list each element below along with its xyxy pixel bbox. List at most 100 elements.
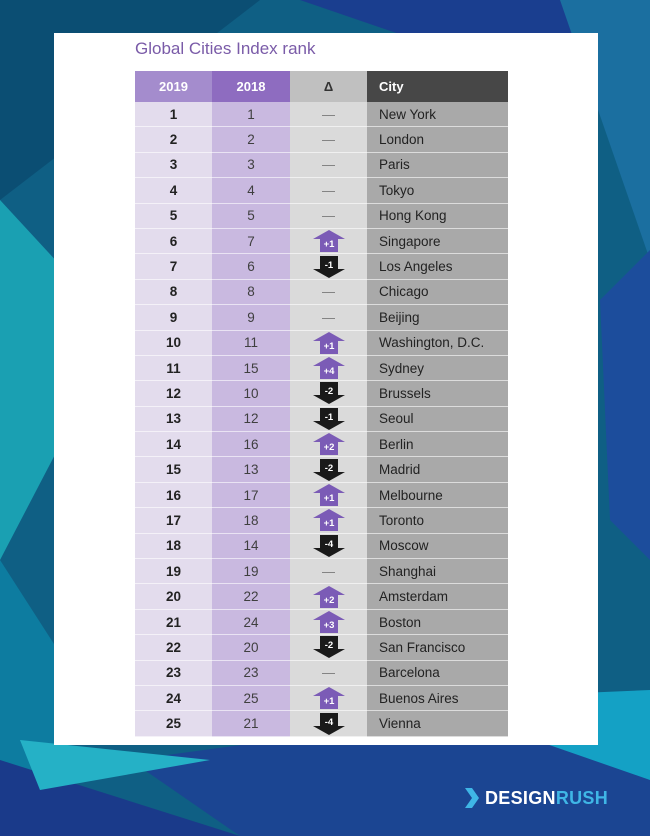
rank-2019-cell: 17 <box>135 508 212 534</box>
rank-2019-cell: 21 <box>135 609 212 636</box>
rank-2019-cell: 11 <box>135 355 212 382</box>
delta-cell: +1 <box>290 228 367 255</box>
up-arrow-icon: +2 <box>312 585 345 608</box>
table-row: 10 11 +1 Washington, D.C. <box>135 330 508 356</box>
rank-2019-cell: 12 <box>135 381 212 407</box>
table-body: 1 1 — New York 2 2 — London 3 3 — Paris 4 4 — Tokyo 5 5 — H… <box>135 102 508 737</box>
delta-cell: -4 <box>290 711 367 737</box>
rank-2019-cell: 7 <box>135 254 212 280</box>
rank-2018-cell: 16 <box>212 432 290 458</box>
down-arrow-icon: -2 <box>312 458 345 481</box>
table-row: 15 13 -2 Madrid <box>135 457 508 483</box>
up-arrow-icon: +1 <box>312 230 345 253</box>
city-cell: Paris <box>367 152 508 179</box>
city-cell: Vienna <box>367 711 508 737</box>
delta-cell: -2 <box>290 635 367 661</box>
city-cell: Toronto <box>367 508 508 534</box>
table-row: 4 4 — Tokyo <box>135 178 508 204</box>
city-cell: Sydney <box>367 355 508 382</box>
delta-value: +1 <box>323 696 335 707</box>
delta-cell: — <box>290 178 367 204</box>
delta-cell: -1 <box>290 254 367 280</box>
city-cell: Chicago <box>367 279 508 306</box>
rank-2018-cell: 22 <box>212 584 290 610</box>
table-row: 24 25 +1 Buenos Aires <box>135 685 508 712</box>
down-arrow-icon: -2 <box>312 636 345 659</box>
rank-2019-cell: 5 <box>135 203 212 229</box>
delta-cell: +1 <box>290 482 367 509</box>
rank-2019-cell: 16 <box>135 482 212 509</box>
rank-2018-cell: 1 <box>212 102 290 128</box>
city-cell: Brussels <box>367 381 508 407</box>
delta-cell: — <box>290 127 367 153</box>
delta-value: +1 <box>323 518 335 529</box>
delta-value: +2 <box>323 442 334 453</box>
city-cell: New York <box>367 102 508 128</box>
no-change-dash: — <box>322 132 335 148</box>
table-row: 8 8 — Chicago <box>135 279 508 306</box>
rank-2018-cell: 11 <box>212 330 290 356</box>
city-cell: Amsterdam <box>367 584 508 610</box>
up-arrow-icon: +4 <box>312 357 345 380</box>
header-2018: 2018 <box>212 71 290 102</box>
table-row: 16 17 +1 Melbourne <box>135 482 508 509</box>
no-change-dash: — <box>322 208 335 224</box>
rank-2019-cell: 15 <box>135 457 212 483</box>
delta-cell: +2 <box>290 584 367 610</box>
rank-2019-cell: 10 <box>135 330 212 356</box>
logo-text-design: DESIGN <box>485 787 556 808</box>
no-change-dash: — <box>322 106 335 122</box>
table-row: 18 14 -4 Moscow <box>135 533 508 560</box>
down-arrow-icon: -4 <box>312 534 345 557</box>
rank-2019-cell: 23 <box>135 660 212 686</box>
table-row: 20 22 +2 Amsterdam <box>135 584 508 610</box>
table-row: 9 9 — Beijing <box>135 305 508 331</box>
rank-2018-cell: 7 <box>212 228 290 255</box>
delta-cell: -1 <box>290 406 367 433</box>
up-arrow-icon: +1 <box>312 331 345 354</box>
delta-value: -4 <box>324 717 333 728</box>
delta-value: -4 <box>324 539 333 550</box>
table-row: 21 24 +3 Boston <box>135 609 508 636</box>
delta-value: +1 <box>323 239 335 250</box>
down-arrow-icon: -1 <box>312 255 345 278</box>
delta-value: -2 <box>324 640 332 651</box>
rank-2019-cell: 14 <box>135 432 212 458</box>
rank-2018-cell: 10 <box>212 381 290 407</box>
city-cell: Boston <box>367 609 508 636</box>
no-change-dash: — <box>322 182 335 198</box>
up-arrow-icon: +3 <box>312 611 345 633</box>
delta-value: +1 <box>323 341 335 352</box>
delta-cell: — <box>290 102 367 128</box>
rank-2019-cell: 8 <box>135 279 212 306</box>
city-cell: San Francisco <box>367 635 508 661</box>
header-delta: Δ <box>290 71 367 102</box>
rank-2018-cell: 24 <box>212 609 290 636</box>
table-row: 13 12 -1 Seoul <box>135 406 508 433</box>
table-header-row: 2019 2018 Δ City <box>135 71 508 102</box>
rank-2019-cell: 13 <box>135 406 212 433</box>
table-row: 2 2 — London <box>135 127 508 153</box>
table-row: 23 23 — Barcelona <box>135 660 508 686</box>
delta-cell: — <box>290 660 367 686</box>
delta-cell: +1 <box>290 685 367 712</box>
rank-2019-cell: 18 <box>135 533 212 560</box>
designrush-logo: DESIGN RUSH <box>463 787 608 809</box>
rank-2018-cell: 15 <box>212 355 290 382</box>
delta-cell: -2 <box>290 381 367 407</box>
city-cell: Tokyo <box>367 178 508 204</box>
chevron-logo-icon <box>465 788 479 808</box>
rank-2018-cell: 2 <box>212 127 290 153</box>
delta-cell: +1 <box>290 330 367 356</box>
city-cell: Barcelona <box>367 660 508 686</box>
table-row: 17 18 +1 Toronto <box>135 508 508 534</box>
rank-2018-cell: 6 <box>212 254 290 280</box>
table-row: 19 19 — Shanghai <box>135 559 508 585</box>
rank-2018-cell: 4 <box>212 178 290 204</box>
header-city: City <box>367 71 508 102</box>
delta-value: +1 <box>323 493 335 504</box>
rank-2019-cell: 20 <box>135 584 212 610</box>
no-change-dash: — <box>322 665 335 681</box>
city-cell: Hong Kong <box>367 203 508 229</box>
delta-value: +4 <box>323 366 335 377</box>
